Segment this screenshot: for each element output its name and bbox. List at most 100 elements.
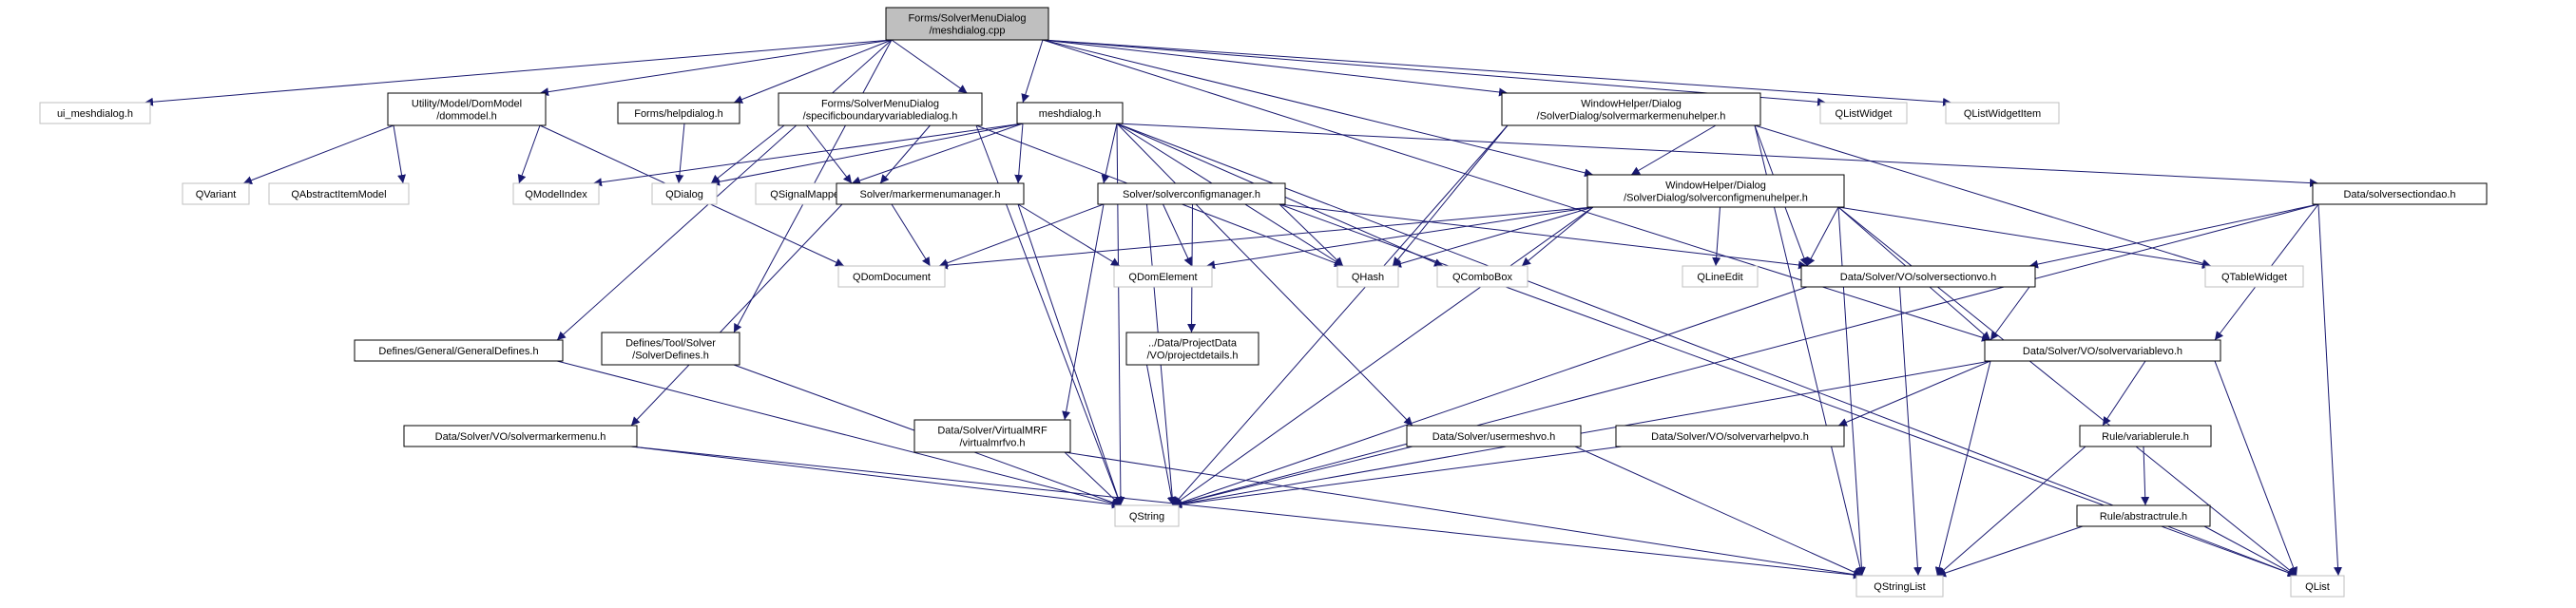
node-label: Utility/Model/DomModel: [412, 99, 522, 110]
node-label: QString: [1129, 511, 1164, 522]
edge-root-to-smmh: [1042, 39, 1509, 97]
node-label: QDialog: [665, 189, 703, 200]
node-solverdefines[interactable]: Defines/Tool/Solver/SolverDefines.h: [601, 332, 740, 366]
node-abstractrule[interactable]: Rule/abstractrule.h: [2076, 504, 2211, 527]
edge-meshdialog-to-qdialog: [710, 123, 1024, 186]
edge-markermenumanager-to-qstring: [1017, 203, 1123, 506]
node-label: ../Data/ProjectData: [1148, 338, 1238, 350]
edge-scmh-to-qcombobox: [1521, 206, 1594, 267]
edge-solverconfigmanager-to-qhash: [1278, 203, 1344, 267]
node-virtualmrfvo[interactable]: Data/Solver/VirtualMRF/virtualmrfvo.h: [913, 419, 1071, 453]
node-label: QAbstractItemModel: [291, 189, 386, 200]
edge-specbvd-to-qdialog: [710, 124, 785, 184]
edge-solvervariablevo-to-solvervarhelpvo: [1837, 360, 1991, 427]
node-label: /SolverDialog/solverconfigmenuhelper.h: [1624, 193, 1808, 204]
node-solversectionvo[interactable]: Data/Solver/VO/solversectionvo.h: [1800, 265, 2036, 288]
node-box: [268, 182, 410, 205]
edge-generaldefines-to-qstring: [556, 360, 1122, 508]
edge-solverconfigmanager-to-virtualmrfvo: [1062, 203, 1105, 421]
node-usermeshvo[interactable]: Data/Solver/usermeshvo.h: [1406, 425, 1582, 447]
edge-scmh-to-qhash: [1392, 206, 1594, 268]
node-label: QDomElement: [1128, 272, 1197, 283]
node-box: [1945, 102, 2060, 124]
node-generaldefines[interactable]: Defines/General/GeneralDefines.h: [354, 339, 564, 362]
node-markermenumanager[interactable]: Solver/markermenumanager.h: [836, 182, 1025, 205]
node-label: QModelIndex: [525, 189, 587, 200]
node-label: Data/Solver/VO/solvervarhelpvo.h: [1651, 431, 1809, 443]
node-ui-meshdialog: ui_meshdialog.h: [39, 102, 151, 124]
edge-root-to-ui_meshdialog: [144, 39, 893, 106]
edge-root-to-meshdialog: [1021, 39, 1044, 104]
edge-usermeshvo-to-qstringlist: [1574, 446, 1863, 577]
node-projectdetails[interactable]: ../Data/ProjectData/VO/projectdetails.h: [1125, 332, 1259, 366]
node-label: /meshdialog.cpp: [929, 26, 1005, 37]
node-root[interactable]: Forms/SolverMenuDialog/meshdialog.cpp: [885, 7, 1049, 41]
edge-solvervariablevo-to-qlist: [2214, 360, 2298, 577]
node-smmh[interactable]: WindowHelper/Dialog/SolverDialog/solverm…: [1501, 92, 1761, 126]
node-box: [913, 419, 1071, 453]
node-label: meshdialog.h: [1039, 108, 1101, 120]
edge-solversectionvo-to-qstring: [1172, 286, 1808, 507]
edge-smmh-to-qhash: [1392, 124, 1509, 267]
edge-root-to-scmh: [1042, 39, 1594, 178]
node-box: [1406, 425, 1582, 447]
node-label: Forms/SolverMenuDialog: [821, 99, 939, 110]
edge-solvermarkermenu-to-qstring: [630, 446, 1122, 509]
node-label: Forms/SolverMenuDialog: [908, 13, 1026, 25]
node-box: [403, 425, 638, 447]
node-box: [512, 182, 600, 205]
edge-dommodel-to-qabstractitemmodel: [393, 124, 406, 184]
node-box: [2079, 425, 2212, 447]
node-label: Data/Solver/usermeshvo.h: [1432, 431, 1556, 443]
edge-root-to-generaldefines: [556, 39, 893, 341]
edge-smmh-to-qtablewidget: [1754, 124, 2212, 268]
node-solvervarhelpvo[interactable]: Data/Solver/VO/solvervarhelpvo.h: [1615, 425, 1845, 447]
node-scmh[interactable]: WindowHelper/Dialog/SolverDialog/solverc…: [1586, 174, 1845, 208]
node-qmodelindex: QModelIndex: [512, 182, 600, 205]
edge-smmh-to-qstring: [1172, 124, 1509, 506]
edge-scmh-to-qtablewidget: [1837, 206, 2212, 270]
node-variablerule[interactable]: Rule/variablerule.h: [2079, 425, 2212, 447]
node-box: [182, 182, 250, 205]
node-qstringlist: QStringList: [1855, 575, 1944, 598]
node-label: QLineEdit: [1697, 272, 1742, 283]
node-label: QListWidgetItem: [1964, 108, 2041, 120]
node-label: QDomDocument: [853, 272, 931, 283]
node-qvariant: QVariant: [182, 182, 250, 205]
node-box: [39, 102, 151, 124]
node-box: [2076, 504, 2211, 527]
node-qabstractitemmodel: QAbstractItemModel: [268, 182, 410, 205]
edge-root-to-dommodel: [539, 39, 893, 97]
node-label: Solver/solverconfigmanager.h: [1123, 189, 1260, 200]
edge-solversectiondao-to-solversectionvo: [2028, 203, 2319, 269]
edge-solvervariablevo-to-qstring: [1172, 360, 1991, 508]
node-label: Data/Solver/VO/solvermarkermenu.h: [435, 431, 606, 443]
node-label: ui_meshdialog.h: [57, 108, 133, 120]
node-solverconfigmanager[interactable]: Solver/solverconfigmanager.h: [1097, 182, 1286, 205]
node-meshdialog[interactable]: meshdialog.h: [1016, 102, 1124, 124]
node-box: [1800, 265, 2036, 288]
edge-variablerule-to-qstringlist: [1936, 446, 2086, 577]
edge-markermenumanager-to-qdomdocument: [891, 203, 931, 267]
edge-meshdialog-to-qlist: [1116, 123, 2297, 577]
node-qdomelement: QDomElement: [1113, 265, 1213, 288]
node-label: Data/Solver/VirtualMRF: [937, 426, 1048, 437]
node-solvervariablevo[interactable]: Data/Solver/VO/solvervariablevo.h: [1984, 339, 2221, 362]
node-solversectiondao[interactable]: Data/solversectiondao.h: [2312, 182, 2488, 205]
node-specbvd[interactable]: Forms/SolverMenuDialog/specificboundaryv…: [778, 92, 983, 126]
edge-solversectiondao-to-qstring: [1172, 203, 2319, 508]
node-label: QListWidget: [1836, 108, 1893, 120]
node-dommodel[interactable]: Utility/Model/DomModel/dommodel.h: [387, 92, 547, 126]
node-label: Defines/Tool/Solver: [625, 338, 716, 350]
node-helpdialog[interactable]: Forms/helpdialog.h: [617, 102, 740, 124]
node-layer: Forms/SolverMenuDialog/meshdialog.cpp ui_…: [39, 7, 2488, 598]
node-label: QComboBox: [1452, 272, 1512, 283]
node-qcombobox: QComboBox: [1436, 265, 1528, 288]
node-qdialog: QDialog: [651, 182, 718, 205]
node-solvermarkermenu[interactable]: Data/Solver/VO/solvermarkermenu.h: [403, 425, 638, 447]
node-box: [1097, 182, 1286, 205]
edge-virtualmrfvo-to-qstring: [1064, 451, 1122, 506]
node-box: [1016, 102, 1124, 124]
node-label: QTableWidget: [2221, 272, 2287, 283]
edge-meshdialog-to-qsignalmapper: [851, 123, 1024, 185]
